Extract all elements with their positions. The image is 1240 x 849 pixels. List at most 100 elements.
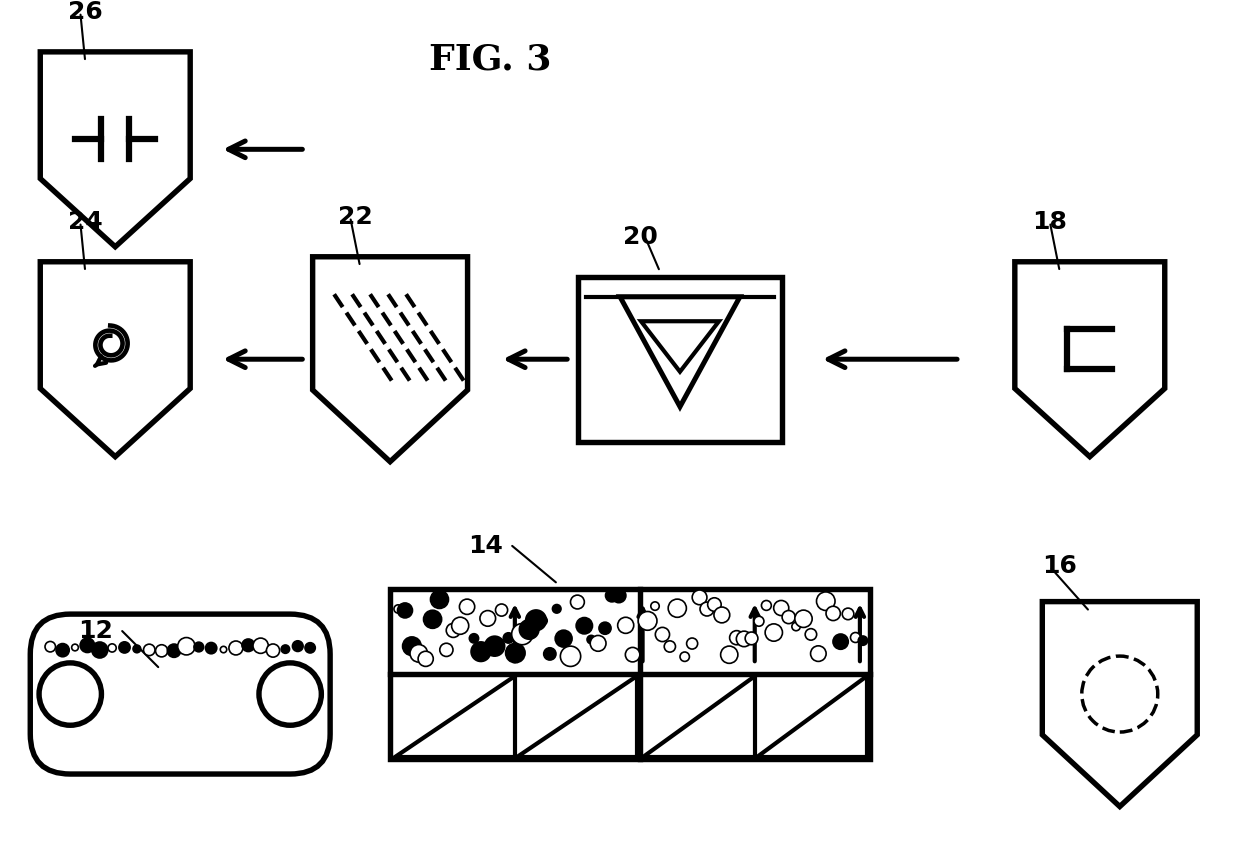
Polygon shape — [312, 256, 467, 462]
Circle shape — [229, 641, 243, 655]
Circle shape — [605, 589, 619, 602]
Circle shape — [206, 643, 217, 654]
Polygon shape — [1043, 602, 1198, 807]
Circle shape — [668, 599, 687, 617]
Circle shape — [858, 636, 868, 645]
Circle shape — [851, 633, 861, 643]
Text: 22: 22 — [337, 205, 372, 228]
Circle shape — [816, 592, 835, 610]
Circle shape — [1081, 656, 1158, 732]
Circle shape — [701, 602, 714, 616]
Circle shape — [618, 617, 634, 633]
Circle shape — [792, 622, 800, 631]
Circle shape — [72, 644, 78, 651]
Circle shape — [133, 645, 140, 653]
Circle shape — [503, 633, 513, 643]
Polygon shape — [620, 297, 740, 407]
Circle shape — [403, 637, 422, 655]
Bar — [578, 277, 782, 441]
Circle shape — [108, 644, 117, 652]
Circle shape — [833, 634, 848, 649]
Circle shape — [655, 627, 670, 642]
Circle shape — [305, 643, 315, 653]
Circle shape — [520, 620, 539, 639]
Circle shape — [665, 641, 676, 652]
Circle shape — [167, 644, 181, 657]
Circle shape — [692, 590, 707, 604]
Polygon shape — [517, 676, 636, 757]
Circle shape — [394, 604, 402, 613]
Circle shape — [737, 631, 751, 647]
Text: 14: 14 — [469, 534, 503, 558]
Circle shape — [570, 595, 584, 609]
Polygon shape — [756, 676, 867, 757]
Circle shape — [471, 642, 491, 661]
Circle shape — [480, 610, 496, 627]
Circle shape — [556, 630, 572, 647]
Circle shape — [774, 600, 789, 616]
Circle shape — [745, 632, 758, 644]
Circle shape — [40, 663, 102, 725]
Polygon shape — [40, 261, 190, 457]
Polygon shape — [40, 52, 190, 247]
Circle shape — [144, 644, 155, 655]
Circle shape — [708, 598, 722, 611]
Circle shape — [560, 646, 580, 666]
Circle shape — [221, 646, 227, 653]
Circle shape — [281, 645, 290, 654]
Circle shape — [651, 602, 660, 610]
Circle shape — [177, 638, 195, 655]
Circle shape — [267, 644, 279, 657]
Circle shape — [754, 616, 764, 627]
Circle shape — [430, 590, 449, 609]
Circle shape — [440, 644, 453, 656]
Circle shape — [842, 608, 854, 620]
Circle shape — [418, 651, 433, 666]
Circle shape — [193, 642, 203, 652]
Circle shape — [119, 642, 130, 653]
Circle shape — [451, 617, 469, 634]
Text: 24: 24 — [68, 210, 103, 233]
Text: 12: 12 — [78, 619, 113, 643]
Circle shape — [45, 642, 56, 652]
Circle shape — [687, 638, 698, 649]
Circle shape — [782, 610, 795, 624]
Circle shape — [155, 644, 167, 657]
Circle shape — [446, 623, 460, 638]
Circle shape — [469, 633, 479, 643]
Circle shape — [81, 638, 94, 653]
Polygon shape — [641, 321, 719, 372]
Circle shape — [826, 606, 841, 621]
Circle shape — [56, 644, 69, 657]
Circle shape — [496, 604, 507, 616]
Circle shape — [611, 588, 626, 603]
Circle shape — [720, 646, 738, 663]
Circle shape — [543, 648, 556, 660]
Circle shape — [577, 617, 593, 634]
Circle shape — [253, 638, 268, 654]
Text: 26: 26 — [68, 0, 103, 24]
Circle shape — [410, 644, 428, 662]
FancyBboxPatch shape — [30, 614, 330, 774]
Circle shape — [538, 616, 547, 625]
Circle shape — [729, 631, 744, 644]
Polygon shape — [642, 676, 755, 757]
Circle shape — [526, 610, 547, 631]
Circle shape — [714, 607, 729, 623]
Circle shape — [811, 646, 826, 661]
Circle shape — [587, 635, 595, 644]
Circle shape — [242, 639, 254, 651]
Text: FIG. 3: FIG. 3 — [429, 42, 552, 76]
Circle shape — [398, 603, 413, 618]
Circle shape — [639, 611, 657, 630]
Polygon shape — [1014, 261, 1164, 457]
Circle shape — [795, 610, 812, 627]
Circle shape — [506, 644, 525, 663]
Text: 16: 16 — [1043, 554, 1078, 577]
Circle shape — [424, 610, 441, 628]
Circle shape — [805, 628, 817, 640]
Text: 18: 18 — [1033, 210, 1068, 233]
Polygon shape — [396, 676, 515, 757]
Circle shape — [293, 641, 303, 651]
Text: 20: 20 — [622, 225, 657, 249]
